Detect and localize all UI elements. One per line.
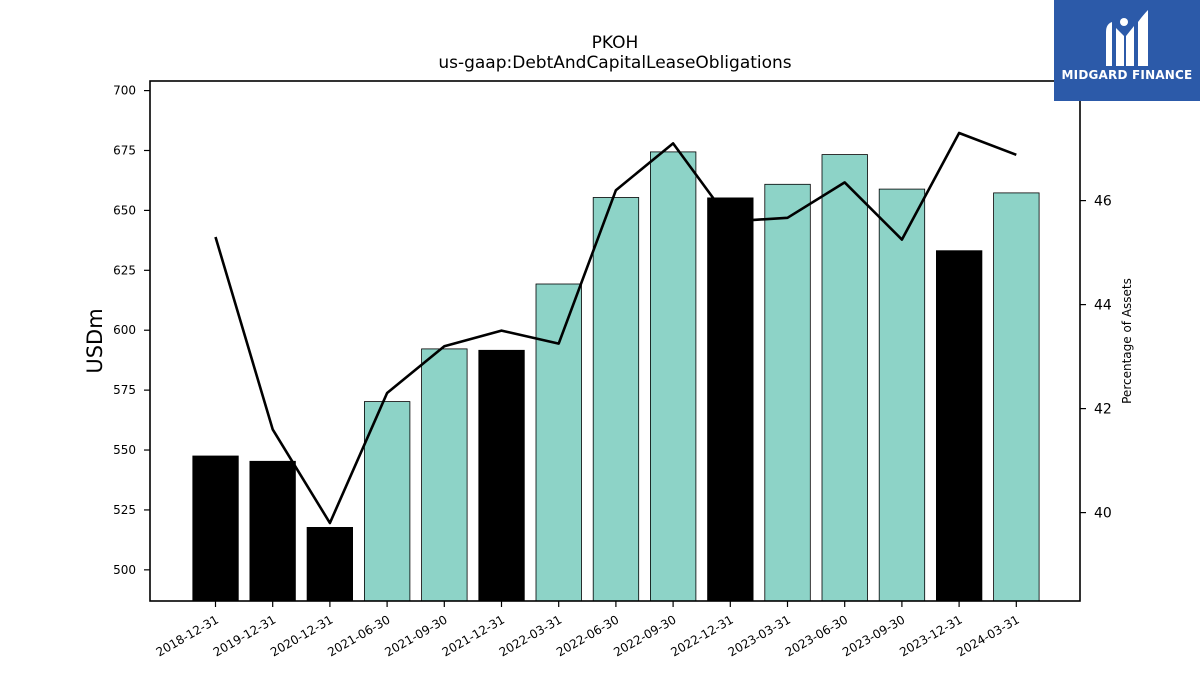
chart-subtitle: us-gaap:DebtAndCapitalLeaseObligations [438,53,791,73]
x-tick-label: 2020-12-31 [268,612,335,659]
x-tick-label: 2021-09-30 [382,612,449,659]
y-tick-label-right: 42 [1094,402,1112,418]
y-tick-label-left: 650 [113,203,136,217]
x-tick-label: 2024-03-31 [954,612,1021,659]
logo-text: MIDGARD FINANCE [1061,68,1193,82]
x-tick-label: 2019-12-31 [211,612,278,659]
x-tick-label: 2023-06-30 [783,612,850,659]
bar [936,250,983,602]
bar [192,455,239,602]
y-tick-label-right: 46 [1094,194,1112,210]
midgard-finance-logo: MIDGARD FINANCE [1054,0,1200,101]
bar [249,460,296,602]
percentage-of-assets-line [214,131,1017,525]
bar [421,348,468,602]
x-tick-label: 2022-09-30 [611,612,678,659]
x-tick-label: 2018-12-31 [154,612,221,659]
bar [707,197,754,602]
bar [478,349,525,602]
bar [993,192,1040,602]
y-tick-label-left: 550 [113,443,136,457]
bar [363,401,411,602]
y-tick-label-left: 675 [113,143,136,157]
chart-title: PKOH [592,33,639,53]
x-tick-label: 2022-12-31 [668,612,735,659]
y-tick-label-left: 600 [113,323,136,337]
x-tick-label: 2021-12-31 [440,612,507,659]
y-tick-label-left: 500 [113,563,136,577]
x-tick-label: 2023-03-31 [726,612,793,659]
bar [650,151,697,602]
bar [821,154,868,602]
y-tick-label-right: 44 [1094,298,1112,314]
bar [878,188,926,602]
y-tick-label-right: 40 [1094,506,1112,522]
plot-area: 500 525 550 575 600 625 650 675 700 40 42 44 46 2018-… [113,80,1112,659]
bar [764,183,811,602]
y-axis-label-left: USDm [83,308,107,373]
y-tick-label-left: 525 [113,503,136,517]
x-tick-label: 2022-06-30 [554,612,621,659]
y-tick-label-left: 625 [113,263,136,277]
x-tick-label: 2022-03-31 [497,612,564,659]
y-tick-label-left: 575 [113,383,136,397]
plot-frame [149,80,1081,602]
midgard-m-logo-icon [1106,10,1148,66]
y-axis-label-right: Percentage of Assets [1120,278,1134,404]
x-tick-label: 2023-09-30 [840,612,907,659]
bar [535,283,582,602]
bar [306,527,354,602]
bar [592,197,640,602]
x-tick-label: 2021-06-30 [325,612,392,659]
x-tick-label: 2023-12-31 [897,612,964,659]
y-tick-label-left: 700 [113,84,136,98]
